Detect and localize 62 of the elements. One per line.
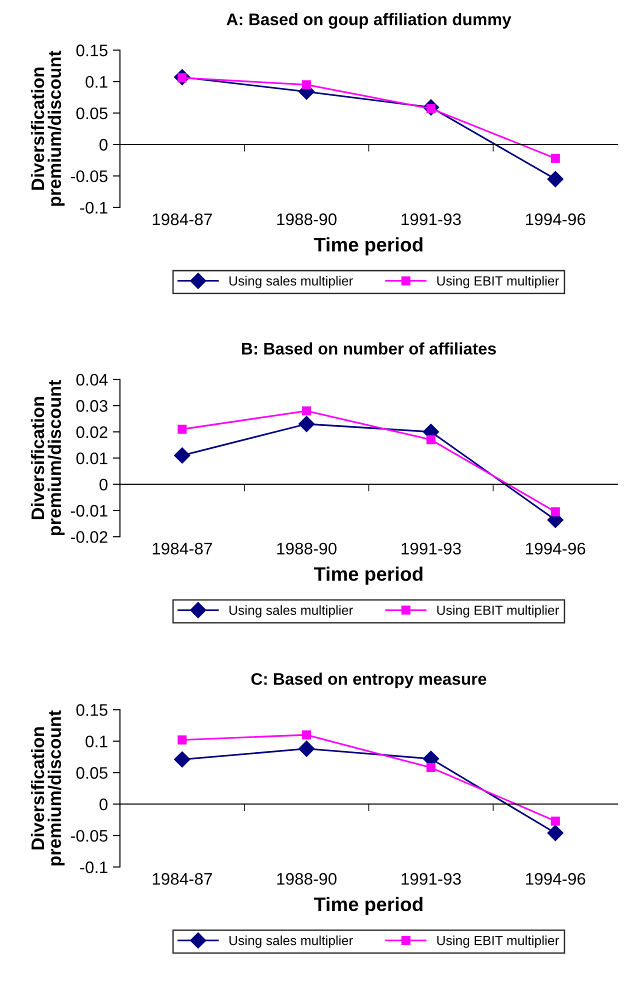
point [298, 740, 315, 757]
y-axis-title: Diversification premium/discount [30, 380, 65, 536]
chart-title: A: Based on goup affiliation dummy [226, 13, 512, 29]
point [547, 824, 564, 842]
point [550, 507, 560, 516]
y-tick-label: 0.15 [76, 44, 108, 56]
point [298, 416, 315, 432]
x-tick-label: 1994-96 [526, 213, 586, 226]
y-tick-label: -0.1 [80, 861, 108, 874]
legend-label: Using EBIT multiplier [437, 276, 559, 288]
x-tick-label: 1984-87 [152, 213, 212, 226]
point [302, 80, 312, 90]
point [302, 730, 312, 740]
x-axis-title: Time period [314, 566, 422, 585]
point [547, 171, 564, 188]
x-tick-label: 1984-87 [152, 542, 212, 555]
x-axis-title: Time period [314, 896, 422, 916]
x-tick-label: 1988-90 [277, 873, 336, 885]
x-tick-label: 1988-90 [277, 213, 336, 226]
point [178, 735, 187, 744]
point [550, 816, 560, 826]
y-tick-label: 0.01 [76, 452, 108, 464]
y-tick-label: 0 [100, 478, 108, 490]
x-tick-label: 1994-96 [526, 873, 586, 885]
point [426, 435, 436, 444]
y-tick-label: 0.03 [76, 400, 108, 412]
y-axis-title: Diversification premium/discount [30, 710, 65, 866]
y-tick-label: -0.05 [70, 830, 108, 842]
point [174, 751, 190, 768]
point [178, 424, 187, 434]
legend-label: Using EBIT multiplier [437, 936, 559, 948]
y-tick-label: -0.01 [70, 504, 108, 517]
point [174, 447, 190, 464]
legend-label: Using EBIT multiplier [437, 605, 559, 618]
y-tick-label: 0.02 [76, 426, 108, 438]
x-tick-label: 1984-87 [152, 873, 212, 885]
y-tick-label: -0.02 [70, 531, 108, 543]
chart-title: B: Based on number of affiliates [242, 342, 496, 355]
y-axis-title: Diversification premium/discount [30, 50, 65, 206]
x-tick-label: 1991-93 [402, 873, 461, 885]
x-tick-label: 1988-90 [277, 542, 336, 555]
y-tick-label: 0.05 [76, 107, 108, 120]
y-tick-label: -0.1 [80, 202, 108, 214]
legend-label: Using sales multiplier [229, 605, 353, 618]
legend-label: Using sales multiplier [229, 276, 353, 288]
y-tick-label: 0.1 [86, 736, 108, 748]
y-tick-label: 0.05 [76, 767, 108, 779]
y-tick-label: 0 [100, 798, 108, 810]
y-tick-label: -0.05 [70, 170, 108, 182]
y-tick-label: 0.04 [76, 374, 108, 386]
legend-label: Using sales multiplier [229, 936, 353, 948]
point [426, 763, 436, 772]
y-tick-label: 0.15 [76, 704, 108, 716]
y-tick-label: 0 [100, 138, 108, 151]
point [302, 406, 312, 416]
chart-title: C: Based on entropy measure [251, 672, 486, 688]
y-tick-label: 0.1 [86, 76, 108, 88]
x-axis-title: Time period [314, 237, 422, 256]
x-tick-label: 1991-93 [402, 542, 461, 555]
x-tick-label: 1991-93 [402, 213, 461, 226]
x-tick-label: 1994-96 [526, 542, 586, 555]
point [550, 154, 560, 163]
